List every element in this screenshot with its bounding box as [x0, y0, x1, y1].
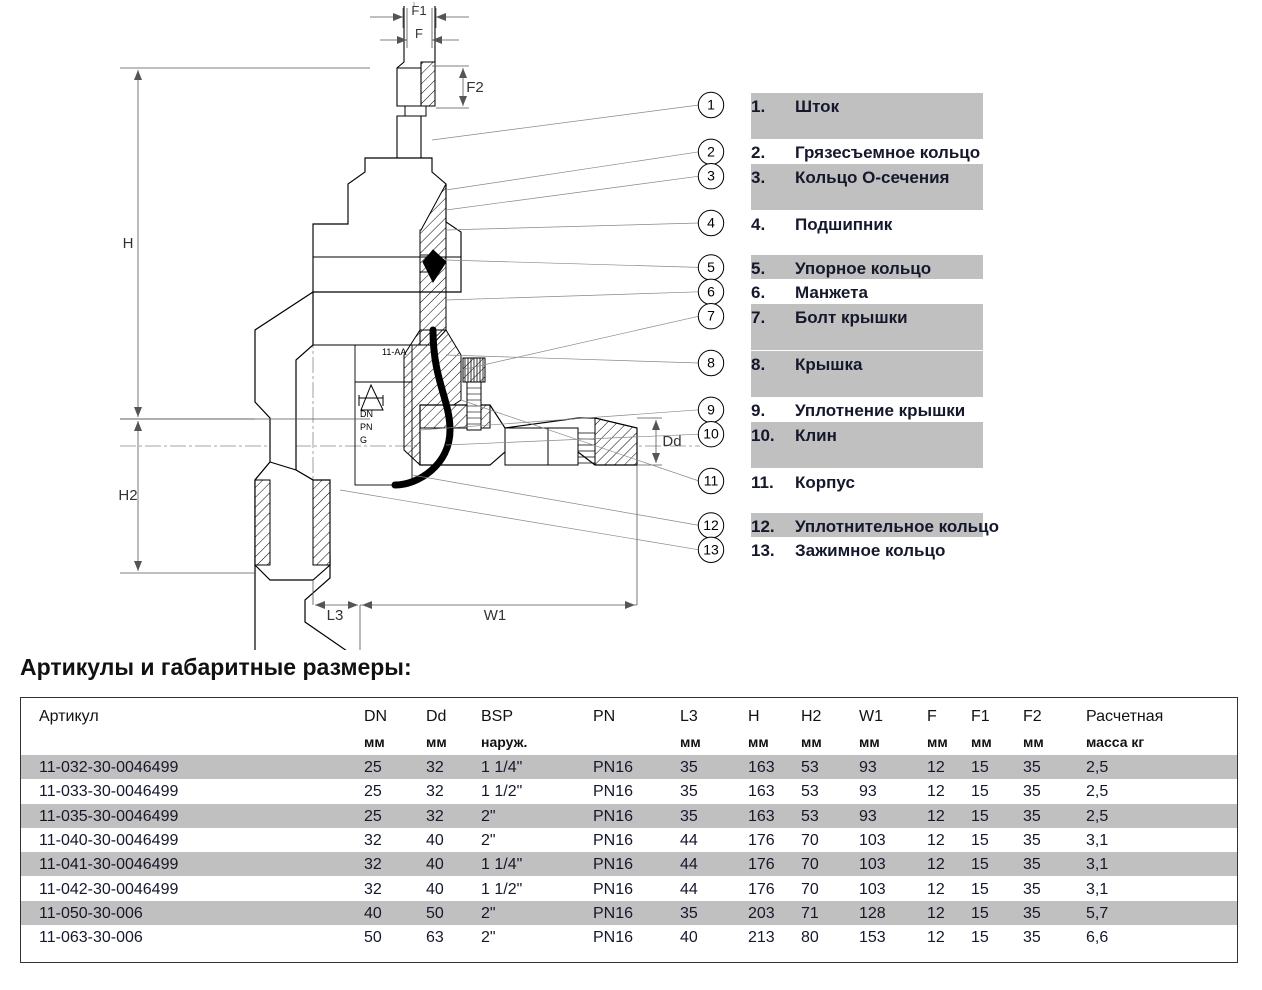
- svg-text:G: G: [360, 435, 367, 445]
- svg-text:13: 13: [703, 541, 719, 557]
- svg-text:F1: F1: [411, 3, 426, 18]
- svg-text:W1: W1: [484, 607, 507, 624]
- svg-text:F2: F2: [466, 79, 484, 96]
- svg-text:L3: L3: [327, 607, 344, 624]
- svg-text:12: 12: [703, 517, 719, 533]
- svg-text:2: 2: [707, 143, 715, 159]
- svg-text:11-AA: 11-AA: [382, 347, 406, 357]
- svg-text:9: 9: [707, 401, 715, 417]
- svg-text:11: 11: [704, 473, 719, 489]
- svg-text:6: 6: [707, 283, 715, 299]
- svg-text:5: 5: [707, 259, 715, 275]
- svg-text:H: H: [123, 235, 134, 252]
- svg-text:3: 3: [707, 168, 715, 184]
- svg-text:H2: H2: [118, 487, 137, 504]
- svg-text:1: 1: [707, 97, 715, 113]
- svg-text:8: 8: [707, 355, 715, 371]
- svg-text:10: 10: [703, 426, 719, 442]
- svg-text:PN: PN: [360, 422, 373, 432]
- svg-text:F: F: [415, 26, 423, 41]
- svg-text:7: 7: [707, 308, 715, 324]
- svg-text:4: 4: [707, 215, 715, 231]
